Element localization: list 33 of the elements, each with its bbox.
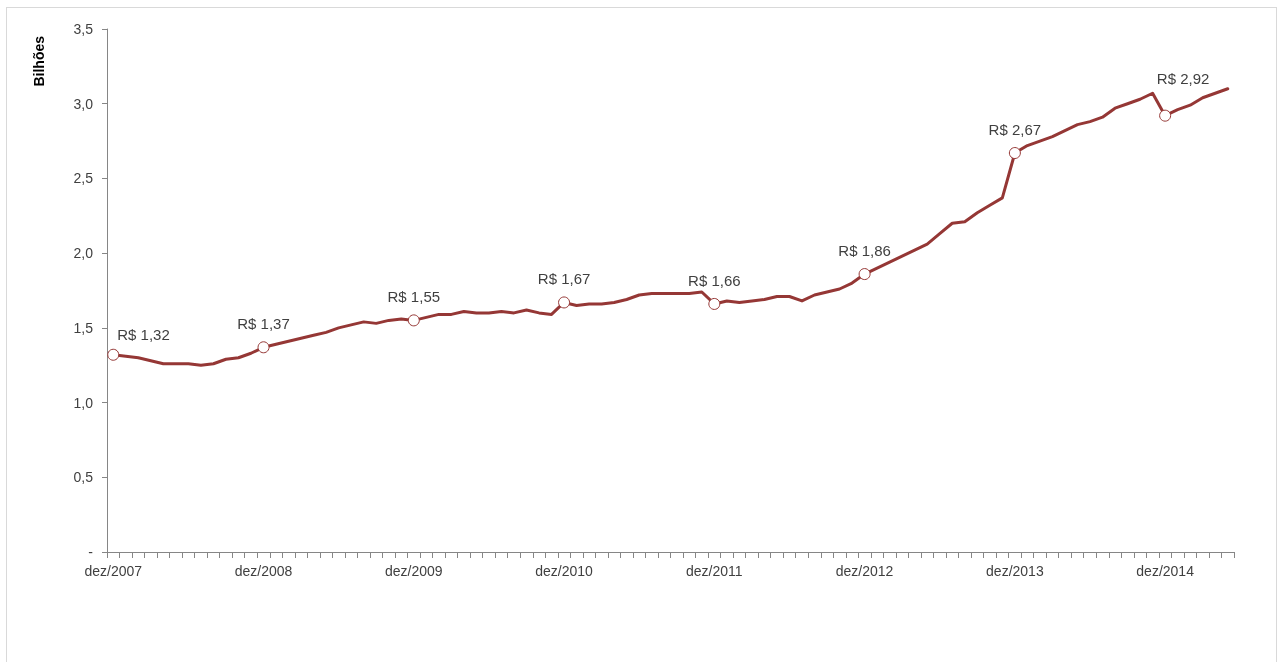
data-label: R$ 1,67 bbox=[537, 270, 591, 288]
x-tick-label: dez/2014 bbox=[1136, 563, 1195, 579]
y-tick-label: 2,0 bbox=[73, 245, 94, 262]
x-tick-label: dez/2008 bbox=[234, 563, 293, 579]
data-label: R$ 1,66 bbox=[688, 271, 741, 289]
x-tick-label: dez/2012 bbox=[835, 563, 894, 579]
data-label: R$ 2,67 bbox=[988, 121, 1042, 139]
point bbox=[1008, 147, 1021, 160]
point bbox=[407, 314, 420, 327]
data-label: R$ 2,92 bbox=[1156, 70, 1210, 88]
y-tick-label: 3,5 bbox=[73, 21, 94, 37]
point bbox=[858, 268, 871, 281]
point bbox=[1159, 109, 1172, 122]
data-label: R$ 1,32 bbox=[117, 325, 170, 343]
point bbox=[558, 296, 571, 309]
data-label: R$ 1,86 bbox=[838, 242, 891, 260]
point bbox=[107, 348, 120, 361]
point bbox=[708, 297, 721, 310]
y-axis-title: Bilhões bbox=[31, 35, 47, 87]
data-label: R$ 1,55 bbox=[387, 288, 441, 306]
data-label: R$ 1,37 bbox=[237, 315, 290, 333]
x-tick-label: dez/2007 bbox=[84, 563, 143, 579]
x-tick-label: dez/2011 bbox=[686, 563, 743, 579]
y-tick-label: 2,5 bbox=[73, 170, 94, 187]
y-tick-label: 0,5 bbox=[73, 469, 94, 486]
y-tick-label: 1,5 bbox=[73, 319, 94, 336]
x-tick-label: dez/2013 bbox=[986, 563, 1044, 579]
x-tick-label: dez/2010 bbox=[535, 563, 594, 579]
y-tick-label: 3,0 bbox=[73, 95, 94, 112]
y-tick-label: - bbox=[88, 544, 94, 560]
y-tick-label: 1,0 bbox=[73, 394, 94, 411]
point bbox=[257, 341, 270, 354]
x-tick-label: dez/2009 bbox=[384, 563, 443, 579]
